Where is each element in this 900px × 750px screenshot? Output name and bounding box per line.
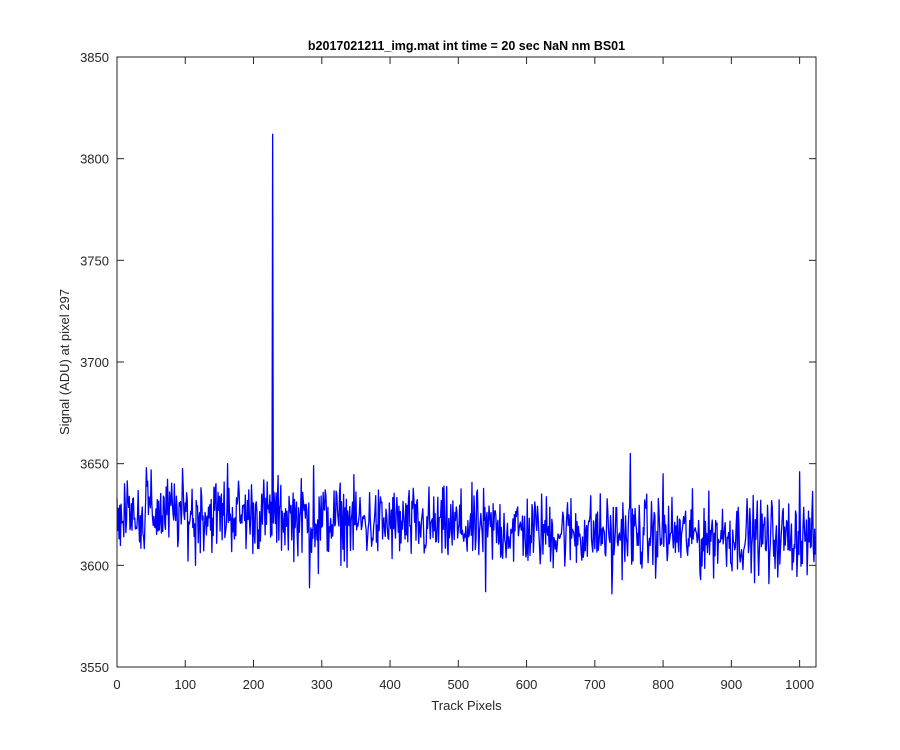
plot-area xyxy=(117,57,816,667)
x-tick-label: 800 xyxy=(652,677,674,692)
x-tick-label: 100 xyxy=(174,677,196,692)
tick-layer: 0 100 200 300 400 500 600 700 800 900 1000 3550 3600… xyxy=(80,50,816,692)
plot-box xyxy=(116,56,817,668)
series-line xyxy=(116,133,816,595)
y-tick-label: 3550 xyxy=(80,660,109,675)
x-tick-label: 700 xyxy=(584,677,606,692)
chart-title: b2017021211_img.mat int time = 20 sec Na… xyxy=(308,39,625,53)
x-tick-label: 300 xyxy=(311,677,333,692)
y-tick-label: 3850 xyxy=(80,50,109,65)
y-tick-label: 3750 xyxy=(80,253,109,268)
x-tick-label: 1000 xyxy=(785,677,814,692)
x-tick-label: 500 xyxy=(447,677,469,692)
x-tick-label: 0 xyxy=(113,677,120,692)
x-tick-label: 900 xyxy=(721,677,743,692)
y-tick-label: 3800 xyxy=(80,152,109,167)
y-tick-label: 3700 xyxy=(80,355,109,370)
x-tick-label: 200 xyxy=(243,677,265,692)
series-layer xyxy=(116,133,816,595)
x-axis-label: Track Pixels xyxy=(431,698,502,713)
x-tick-label: 600 xyxy=(516,677,538,692)
y-axis-label: Signal (ADU) at pixel 297 xyxy=(57,289,72,435)
x-tick-label: 400 xyxy=(379,677,401,692)
y-tick-label: 3650 xyxy=(80,457,109,472)
y-tick-label: 3600 xyxy=(80,558,109,573)
